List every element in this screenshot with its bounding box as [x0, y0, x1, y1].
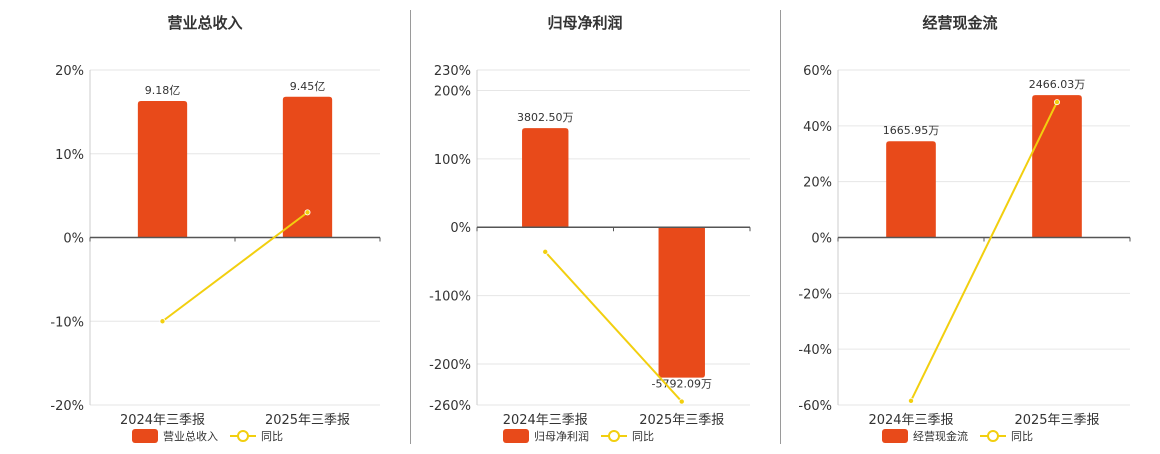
legend-bar-swatch [882, 429, 908, 443]
legend-line-label: 同比 [261, 430, 283, 443]
y-tick-label: 200% [434, 85, 471, 100]
yoy-line [544, 251, 683, 403]
y-tick-label: 0% [63, 232, 84, 247]
bar [522, 128, 569, 228]
y-tick-label: 40% [803, 120, 832, 135]
x-category-label: 2025年三季报 [265, 413, 350, 428]
legend-bar-label: 归母净利润 [534, 429, 589, 443]
y-tick-label: 20% [55, 64, 84, 79]
chart-title: 归母净利润 [547, 14, 622, 32]
chart-title: 经营现金流 [922, 14, 997, 32]
y-tick-label: 60% [803, 64, 832, 79]
y-tick-label: 0% [811, 232, 832, 247]
yoy-point [542, 248, 549, 255]
legend-line-marker [237, 430, 249, 442]
x-category-label: 2024年三季报 [503, 413, 588, 428]
panel-divider [780, 10, 781, 444]
legend-line-label: 同比 [632, 430, 654, 443]
bar [886, 141, 936, 238]
y-tick-label: -10% [50, 315, 84, 330]
bar [282, 96, 333, 238]
legend-bar-label: 营业总收入 [163, 429, 218, 443]
yoy-point [908, 397, 915, 404]
y-tick-label: 100% [434, 153, 471, 168]
y-tick-label: -40% [798, 343, 832, 358]
y-tick-label: -20% [50, 399, 84, 414]
yoy-line [910, 101, 1058, 402]
yoy-point [1054, 99, 1061, 106]
y-tick-label: -100% [429, 290, 471, 305]
y-tick-label: 0% [450, 221, 471, 236]
legend-line-label: 同比 [1011, 430, 1033, 443]
chart-panel: 营业总收入 20% 10% 0% -10% -20% 9.18亿 9.45亿 2024年三季报 2… [50, 14, 381, 443]
chart-panel: 经营现金流 60% 40% 20% 0% -20% -40% -60% 1665.95万 2466… [798, 14, 1131, 443]
y-tick-label: 230% [434, 64, 471, 79]
x-category-label: 2024年三季报 [868, 413, 953, 428]
yoy-point [304, 209, 311, 216]
yoy-line [161, 211, 309, 323]
panel-divider [410, 10, 411, 444]
bar [1032, 95, 1082, 238]
legend-bar-swatch [503, 429, 529, 443]
x-category-label: 2025年三季报 [1014, 413, 1099, 428]
y-tick-label: -200% [429, 358, 471, 373]
yoy-point [678, 398, 685, 405]
y-tick-label: 10% [55, 148, 84, 163]
legend-bar-swatch [132, 429, 158, 443]
y-tick-label: -260% [429, 399, 471, 414]
bar-data-label: 1665.95万 [883, 124, 940, 137]
bar-data-label: 2466.03万 [1029, 78, 1086, 91]
y-tick-label: -60% [798, 399, 832, 414]
bar-data-label: 9.18亿 [145, 84, 181, 97]
yoy-point [159, 318, 166, 325]
bar-data-label: 9.45亿 [290, 80, 326, 93]
legend-bar-label: 经营现金流 [913, 429, 968, 443]
legend-line-marker [987, 430, 999, 442]
y-tick-label: -20% [798, 287, 832, 302]
bar-data-label: -5792.09万 [652, 378, 712, 391]
bar [137, 100, 188, 238]
bar [658, 227, 705, 378]
legend-line-marker [608, 430, 620, 442]
x-category-label: 2025年三季报 [639, 413, 724, 428]
bar-data-label: 3802.50万 [517, 111, 574, 124]
chart-title: 营业总收入 [167, 14, 242, 32]
chart-panel: 归母净利润 230% 200% 100% 0% -100% -200% -260% 3802.5… [429, 14, 751, 443]
y-tick-label: 20% [803, 176, 832, 191]
x-category-label: 2024年三季报 [120, 413, 205, 428]
